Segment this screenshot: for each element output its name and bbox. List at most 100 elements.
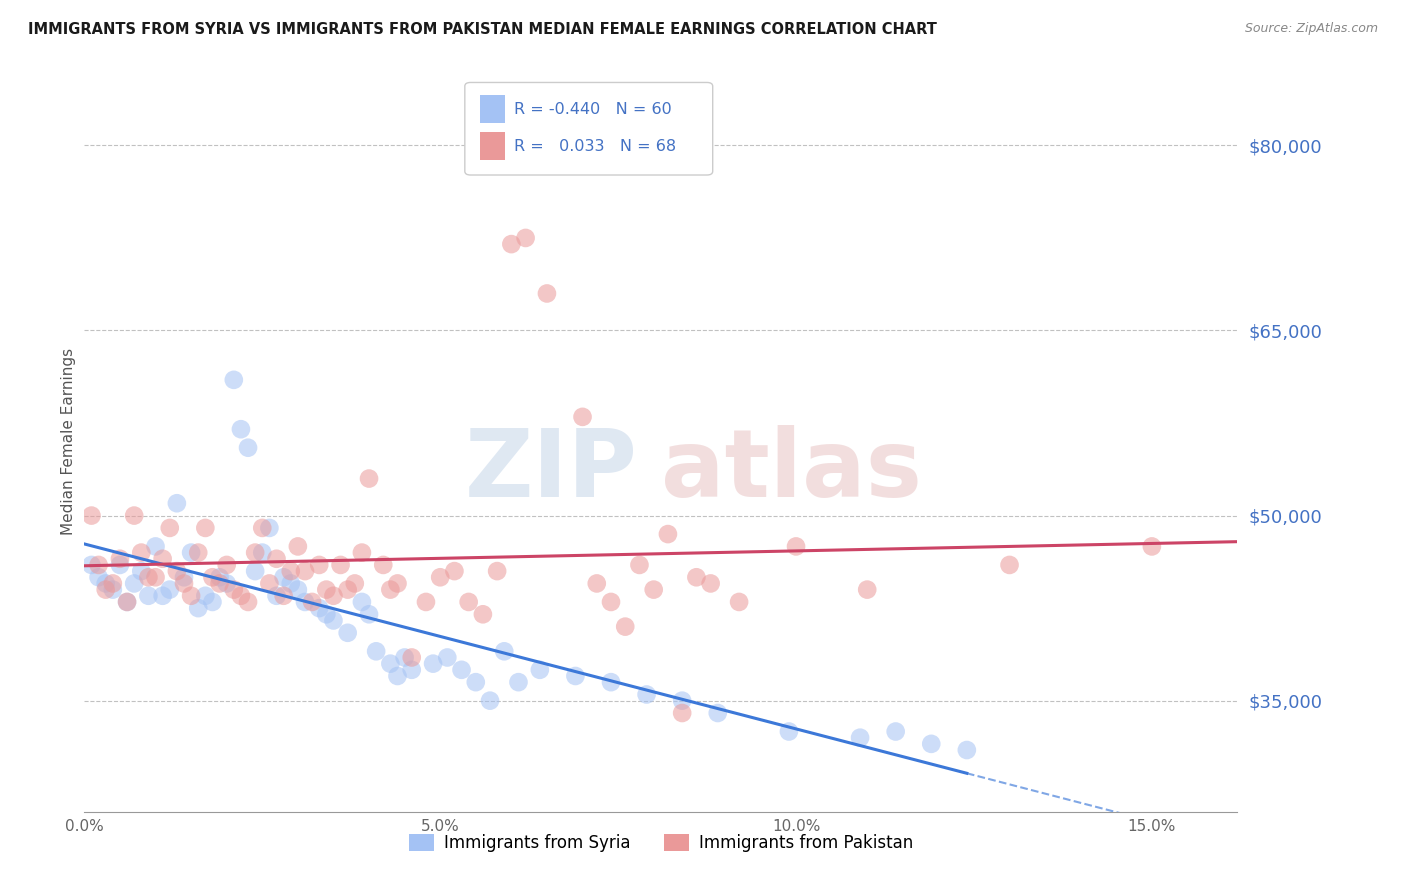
Point <box>322 589 344 603</box>
Point <box>636 688 658 702</box>
Point <box>222 373 245 387</box>
Point <box>315 607 337 622</box>
Point <box>94 576 117 591</box>
Point <box>252 521 274 535</box>
Point <box>145 570 167 584</box>
Point <box>486 564 509 578</box>
Point <box>564 669 586 683</box>
Point <box>173 570 195 584</box>
Point <box>515 231 537 245</box>
Point <box>159 521 181 535</box>
Point <box>187 546 209 560</box>
Point <box>115 595 138 609</box>
Point <box>138 589 160 603</box>
Point <box>956 743 979 757</box>
Point <box>457 595 479 609</box>
Point <box>208 576 231 591</box>
FancyBboxPatch shape <box>479 132 505 161</box>
Legend: Immigrants from Syria, Immigrants from Pakistan: Immigrants from Syria, Immigrants from P… <box>402 828 920 859</box>
Point <box>508 675 530 690</box>
Text: atlas: atlas <box>661 425 922 517</box>
Point <box>849 731 872 745</box>
Point <box>422 657 444 671</box>
Point <box>259 521 281 535</box>
Point <box>600 595 623 609</box>
Point <box>152 551 174 566</box>
Point <box>643 582 665 597</box>
Point <box>343 576 366 591</box>
Text: R =   0.033   N = 68: R = 0.033 N = 68 <box>515 138 676 153</box>
Point <box>166 564 188 578</box>
Point <box>336 582 359 597</box>
Point <box>471 607 494 622</box>
Point <box>287 540 309 554</box>
Point <box>287 582 309 597</box>
Point <box>159 582 181 597</box>
Point <box>387 576 409 591</box>
Point <box>129 546 152 560</box>
Point <box>657 527 679 541</box>
Point <box>259 576 281 591</box>
Point <box>229 589 252 603</box>
Point <box>1140 540 1163 554</box>
FancyBboxPatch shape <box>465 82 713 175</box>
Point <box>87 558 110 572</box>
Point <box>180 589 202 603</box>
Point <box>301 595 323 609</box>
Point <box>152 589 174 603</box>
Point <box>236 595 259 609</box>
Point <box>308 601 330 615</box>
Point <box>122 576 145 591</box>
Point <box>366 644 388 658</box>
Text: IMMIGRANTS FROM SYRIA VS IMMIGRANTS FROM PAKISTAN MEDIAN FEMALE EARNINGS CORRELA: IMMIGRANTS FROM SYRIA VS IMMIGRANTS FROM… <box>28 22 936 37</box>
Point <box>536 286 558 301</box>
Point <box>236 441 259 455</box>
Point <box>350 595 373 609</box>
Point <box>494 644 516 658</box>
Point <box>94 582 117 597</box>
Point <box>401 650 423 665</box>
Text: ZIP: ZIP <box>465 425 638 517</box>
Y-axis label: Median Female Earnings: Median Female Earnings <box>60 348 76 535</box>
Point <box>856 582 879 597</box>
Point <box>122 508 145 523</box>
Point <box>628 558 651 572</box>
Point <box>336 625 359 640</box>
Point <box>585 576 607 591</box>
Point <box>201 595 224 609</box>
Point <box>108 558 131 572</box>
Point <box>145 540 167 554</box>
Point <box>357 607 380 622</box>
Point <box>450 663 472 677</box>
Point <box>785 540 807 554</box>
Text: R = -0.440   N = 60: R = -0.440 N = 60 <box>515 102 672 117</box>
Point <box>728 595 751 609</box>
Point <box>208 570 231 584</box>
Point <box>243 564 266 578</box>
Point <box>600 675 623 690</box>
Point <box>884 724 907 739</box>
Point <box>429 570 451 584</box>
Point <box>706 706 728 720</box>
Point <box>998 558 1021 572</box>
Point <box>387 669 409 683</box>
Point <box>778 724 800 739</box>
Point <box>671 694 693 708</box>
Point <box>266 551 288 566</box>
Point <box>222 582 245 597</box>
Point <box>501 237 523 252</box>
Point <box>380 657 402 671</box>
Point <box>685 570 707 584</box>
Point <box>571 409 593 424</box>
Point <box>194 589 217 603</box>
Point <box>464 675 486 690</box>
Point <box>87 570 110 584</box>
Point <box>180 546 202 560</box>
Point <box>443 564 465 578</box>
Point <box>350 546 373 560</box>
Point <box>129 564 152 578</box>
Point <box>273 570 295 584</box>
Point <box>671 706 693 720</box>
Point <box>80 558 103 572</box>
Point <box>252 546 274 560</box>
